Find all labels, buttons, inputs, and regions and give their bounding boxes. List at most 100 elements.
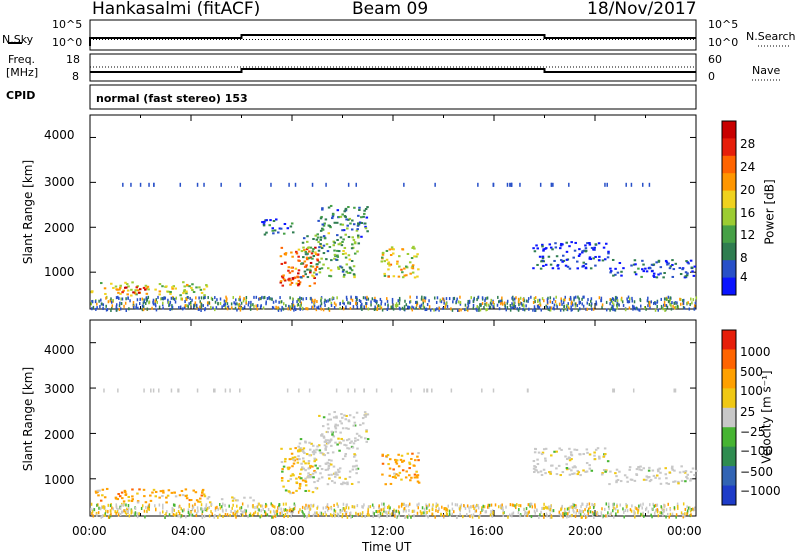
- noise-cell: [524, 510, 526, 514]
- noise-cell: [540, 308, 543, 312]
- noise-cell: [682, 515, 685, 519]
- data-cell: [182, 290, 186, 293]
- noise-cell: [331, 296, 334, 300]
- data-cell: [323, 236, 327, 239]
- data-cell: [120, 491, 124, 494]
- data-cell: [583, 249, 586, 252]
- data-cell: [350, 228, 354, 231]
- data-cell: [388, 264, 391, 267]
- noise-cell: [419, 510, 422, 514]
- noise-cell: [622, 304, 625, 308]
- noise-cell: [616, 301, 619, 306]
- noise-cell: [600, 514, 603, 518]
- data-cell: [642, 478, 646, 481]
- data-cell: [342, 439, 345, 442]
- data-cell: [200, 494, 204, 497]
- data-cell: [333, 257, 336, 260]
- data-cell: [691, 270, 694, 273]
- data-cell: [640, 469, 643, 472]
- data-cell: [562, 254, 565, 257]
- data-cell: [682, 470, 685, 473]
- data-cell: [290, 281, 294, 284]
- noise-cell: [196, 506, 199, 510]
- noise-cell: [224, 503, 226, 507]
- power-cbar-tick-8: 8: [740, 251, 748, 265]
- data-cell: [534, 447, 537, 450]
- noise-cell: [282, 502, 285, 506]
- noise-cell: [206, 506, 209, 510]
- data-cell: [325, 243, 329, 246]
- noise-cell: [502, 511, 504, 515]
- noise-cell: [257, 502, 260, 506]
- noise-cell: [429, 308, 432, 312]
- far-range-cell: [170, 388, 173, 393]
- beam-title: Beam 09: [352, 0, 429, 19]
- noise-cell: [435, 502, 438, 506]
- data-cell: [144, 288, 147, 291]
- noise-cell: [262, 507, 264, 512]
- data-cell: [387, 275, 390, 278]
- noise-cell: [470, 296, 472, 300]
- noise-cell: [210, 296, 213, 300]
- data-cell: [299, 276, 303, 279]
- noise-cell: [574, 504, 577, 508]
- data-cell: [671, 468, 675, 471]
- noise-cell: [144, 301, 147, 306]
- noise-cell: [568, 506, 570, 510]
- noise-cell: [272, 306, 275, 310]
- far-range-cell: [606, 182, 608, 187]
- noise-cell: [536, 508, 538, 513]
- noise-cell: [652, 507, 654, 511]
- data-cell: [347, 254, 351, 257]
- noise-cell: [280, 300, 283, 304]
- noise-cell: [443, 299, 446, 303]
- noise-cell: [376, 308, 379, 312]
- noise-cell: [631, 296, 633, 300]
- noise-cell: [256, 307, 259, 311]
- noise-cell: [459, 302, 462, 306]
- noise-cell: [693, 506, 696, 510]
- power-ytick-3000: 3000: [44, 175, 75, 189]
- noise-cell: [199, 300, 201, 304]
- noise-cell: [240, 307, 243, 311]
- data-cell: [315, 238, 319, 241]
- noise-cell: [345, 513, 347, 517]
- noise-cell: [371, 297, 374, 301]
- data-cell: [323, 444, 327, 447]
- noise-cell: [341, 512, 344, 517]
- data-cell: [659, 272, 662, 275]
- noise-cell: [367, 297, 370, 301]
- data-cell: [142, 286, 146, 289]
- noise-cell: [512, 503, 515, 507]
- data-cell: [392, 468, 395, 471]
- noise-cell: [252, 303, 254, 307]
- data-cell: [142, 488, 146, 491]
- data-cell: [575, 260, 579, 263]
- noise-cell: [258, 502, 260, 506]
- data-cell: [323, 454, 326, 457]
- data-cell: [689, 259, 693, 262]
- noise-cell: [527, 513, 529, 517]
- noise-cell: [398, 505, 400, 509]
- data-cell: [668, 471, 672, 474]
- noise-cell: [527, 511, 529, 515]
- data-cell: [692, 274, 696, 277]
- data-cell: [301, 479, 305, 482]
- noise-cell: [511, 302, 513, 306]
- noise-cell: [511, 514, 513, 518]
- data-cell: [651, 469, 655, 472]
- data-cell: [324, 441, 328, 444]
- data-cell: [542, 264, 545, 267]
- data-cell: [151, 491, 154, 494]
- noise-cell: [109, 504, 112, 508]
- data-cell: [304, 480, 308, 483]
- data-cell: [286, 466, 290, 469]
- data-cell: [340, 422, 343, 425]
- noise-cell: [653, 504, 655, 508]
- far-range-cell: [196, 388, 199, 393]
- data-cell: [104, 292, 107, 295]
- noise-cell: [489, 513, 492, 517]
- data-cell: [191, 283, 194, 286]
- data-cell: [348, 217, 352, 220]
